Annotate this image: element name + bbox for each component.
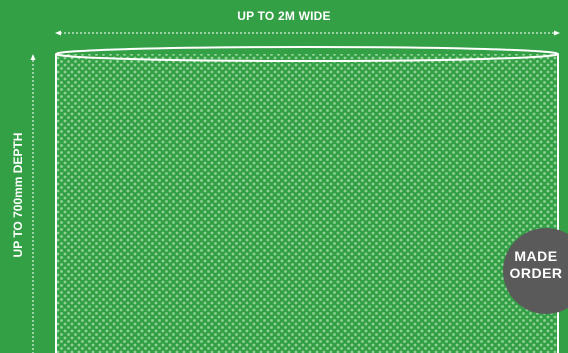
width-dimension-label: UP TO 2M WIDE — [237, 9, 331, 23]
product-body — [56, 54, 558, 353]
badge-line-1: MADE — [514, 248, 558, 264]
depth-dimension-arrow — [30, 54, 36, 353]
width-dimension-arrow — [55, 30, 560, 36]
badge-line-2: ORDER — [509, 265, 563, 281]
made-to-order-badge: MADE ORDER — [503, 228, 568, 314]
product-top-rim — [55, 46, 559, 62]
badge-text: MADE ORDER — [503, 248, 568, 282]
